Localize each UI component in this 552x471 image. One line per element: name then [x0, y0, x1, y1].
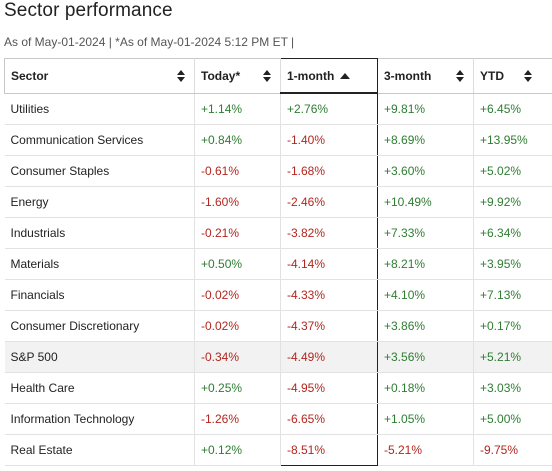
three-month-change-cell: +7.33%: [377, 217, 474, 249]
sector-name-cell: Real Estate: [4, 434, 195, 466]
sector-name-cell: Information Technology: [4, 403, 195, 435]
one-month-change-cell: -6.65%: [280, 403, 378, 435]
one-month-change-cell: -4.37%: [280, 310, 378, 342]
column-header-label: 3-month: [384, 68, 432, 83]
one-month-change-cell: -8.51%: [280, 434, 378, 466]
table-row: Communication Services +0.84% -1.40% +8.69%…: [4, 124, 552, 156]
three-month-change-cell: +10.49%: [377, 186, 474, 218]
ytd-change-cell: +3.95%: [473, 248, 552, 280]
today-change-cell: +0.25%: [194, 372, 281, 404]
one-month-change-cell: -4.14%: [280, 248, 378, 280]
today-change-cell: -0.02%: [194, 279, 281, 311]
one-month-change-cell: -4.95%: [280, 372, 378, 404]
sort-both-icon: [456, 69, 465, 82]
sector-name-cell: Health Care: [4, 372, 195, 404]
three-month-change-cell: +3.60%: [377, 155, 474, 187]
sector-name-cell: Financials: [4, 279, 195, 311]
today-change-cell: -0.21%: [194, 217, 281, 249]
sector-name-cell: Materials: [4, 248, 195, 280]
column-header-ytd[interactable]: YTD: [473, 58, 552, 94]
today-change-cell: +0.84%: [194, 124, 281, 156]
one-month-change-cell: -3.82%: [280, 217, 378, 249]
table-row: Information Technology -1.26% -6.65% +1.05%…: [4, 403, 552, 435]
table-row: Energy -1.60% -2.46% +10.49% +9.92%: [4, 186, 552, 218]
sector-name-cell: Consumer Discretionary: [4, 310, 195, 342]
ytd-change-cell: -9.75%: [473, 434, 552, 466]
today-change-cell: -1.26%: [194, 403, 281, 435]
three-month-change-cell: +3.56%: [377, 341, 474, 373]
sector-name-cell: S&P 500: [4, 341, 195, 373]
today-change-cell: +0.12%: [194, 434, 281, 466]
table-row: Utilities +1.14% +2.76% +9.81% +6.45%: [4, 93, 552, 125]
sort-both-icon: [523, 69, 533, 82]
table-row: S&P 500 -0.34% -4.49% +3.56% +5.21%: [4, 341, 552, 373]
column-header-label: Sector: [11, 68, 49, 83]
three-month-change-cell: +4.10%: [377, 279, 474, 311]
column-header-1-month[interactable]: 1-month: [280, 58, 378, 94]
three-month-change-cell: +1.05%: [377, 403, 474, 435]
today-change-cell: -0.02%: [194, 310, 281, 342]
ytd-change-cell: +13.95%: [473, 124, 552, 156]
today-change-cell: +1.14%: [194, 93, 281, 125]
table-row: Real Estate +0.12% -8.51% -5.21% -9.75%: [4, 434, 552, 466]
table-row: Industrials -0.21% -3.82% +7.33% +6.34%: [4, 217, 552, 249]
ytd-change-cell: +6.45%: [473, 93, 552, 125]
table-row: Consumer Staples -0.61% -1.68% +3.60% +5.02%: [4, 155, 552, 187]
ytd-change-cell: +5.21%: [473, 341, 552, 373]
table-row: Materials +0.50% -4.14% +8.21% +3.95%: [4, 248, 552, 280]
three-month-change-cell: +0.18%: [377, 372, 474, 404]
table-body: Utilities +1.14% +2.76% +9.81% +6.45% Communi…: [4, 93, 552, 466]
table-header-row: Sector Today* 1-month: [4, 58, 552, 94]
table-row: Health Care +0.25% -4.95% +0.18% +3.03%: [4, 372, 552, 404]
one-month-change-cell: -2.46%: [280, 186, 378, 218]
sector-name-cell: Utilities: [4, 93, 195, 125]
ytd-change-cell: +5.02%: [473, 155, 552, 187]
today-change-cell: +0.50%: [194, 248, 281, 280]
as-of-timestamp: As of May-01-2024 | *As of May-01-2024 5…: [4, 35, 295, 49]
ytd-change-cell: +3.03%: [473, 372, 552, 404]
three-month-change-cell: +3.86%: [377, 310, 474, 342]
three-month-change-cell: +9.81%: [377, 93, 474, 125]
sort-both-icon: [177, 69, 186, 82]
sector-performance-table-container: Sector Today* 1-month: [4, 58, 552, 466]
column-header-today[interactable]: Today*: [194, 58, 281, 94]
column-header-label: Today*: [201, 68, 241, 83]
page-title: Sector performance: [4, 0, 173, 21]
sector-name-cell: Energy: [4, 186, 195, 218]
one-month-change-cell: +2.76%: [280, 93, 378, 125]
column-header-3-month[interactable]: 3-month: [377, 58, 474, 94]
sector-name-cell: Communication Services: [4, 124, 195, 156]
sector-performance-table: Sector Today* 1-month: [4, 58, 552, 466]
ytd-change-cell: +0.17%: [473, 310, 552, 342]
sort-ascending-icon: [340, 72, 351, 79]
column-header-label: 1-month: [287, 68, 335, 83]
three-month-change-cell: +8.69%: [377, 124, 474, 156]
sort-both-icon: [263, 69, 272, 82]
one-month-change-cell: -1.40%: [280, 124, 378, 156]
ytd-change-cell: +6.34%: [473, 217, 552, 249]
ytd-change-cell: +5.00%: [473, 403, 552, 435]
three-month-change-cell: +8.21%: [377, 248, 474, 280]
sector-name-cell: Consumer Staples: [4, 155, 195, 187]
table-row: Financials -0.02% -4.33% +4.10% +7.13%: [4, 279, 552, 311]
column-header-label: YTD: [480, 68, 504, 83]
one-month-change-cell: -1.68%: [280, 155, 378, 187]
ytd-change-cell: +9.92%: [473, 186, 552, 218]
column-header-sector[interactable]: Sector: [4, 58, 195, 94]
ytd-change-cell: +7.13%: [473, 279, 552, 311]
today-change-cell: -0.34%: [194, 341, 281, 373]
three-month-change-cell: -5.21%: [377, 434, 474, 466]
today-change-cell: -0.61%: [194, 155, 281, 187]
one-month-change-cell: -4.33%: [280, 279, 378, 311]
today-change-cell: -1.60%: [194, 186, 281, 218]
one-month-change-cell: -4.49%: [280, 341, 378, 373]
table-row: Consumer Discretionary -0.02% -4.37% +3.86%…: [4, 310, 552, 342]
sector-name-cell: Industrials: [4, 217, 195, 249]
